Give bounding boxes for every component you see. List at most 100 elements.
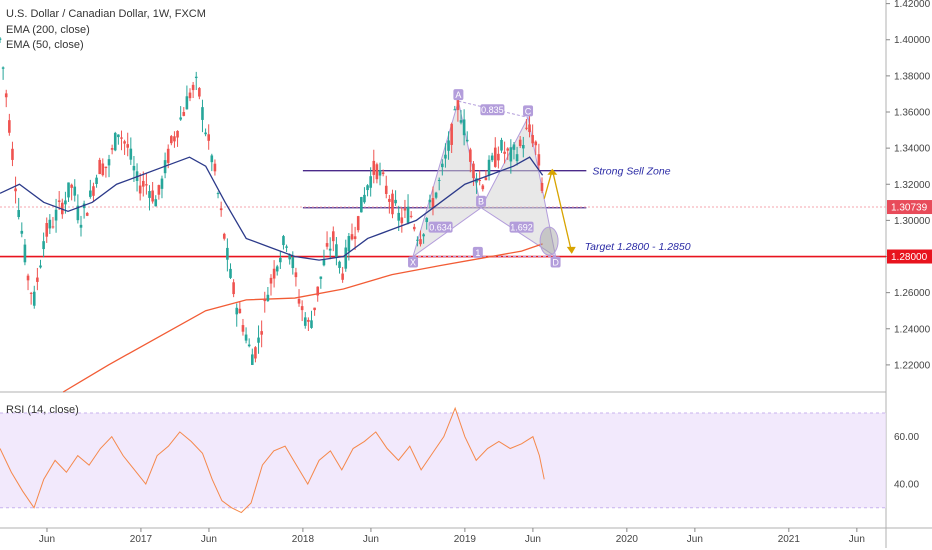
candle-body [453,109,457,111]
candle-body [263,298,267,302]
time-tick-label: 2021 [778,534,801,545]
current-price-label: 1.30739 [891,203,928,214]
candle-body [14,188,17,192]
candle-body [247,344,251,347]
pattern-point-label: C [525,106,532,116]
candle-body [113,132,117,151]
candle-body [428,199,432,203]
candle-body [279,257,282,263]
ema200-line [62,243,543,393]
candle-body [32,291,36,306]
candle-body [17,210,20,218]
candle-body [45,223,49,237]
rsi-band [0,412,886,508]
candle-body [123,141,126,144]
candle-body [291,257,295,269]
candle-body [166,148,170,163]
candle-body [297,298,301,304]
time-tick-label: 2020 [616,534,639,545]
ema50-legend: EMA (50, close) [6,39,84,51]
price-tick-label: 1.40000 [894,35,931,46]
candle-body [154,199,158,207]
candle-body [406,206,410,223]
candle-body [179,117,182,120]
candle-body [222,233,226,239]
pattern-point-tag [523,105,534,117]
candle-body [294,272,298,278]
candle-body [425,218,429,223]
candle-body [300,306,304,311]
candle-body [465,139,469,142]
time-tick-label: Jun [687,534,703,545]
candle-body [257,337,260,343]
candle-body [331,231,335,242]
candle-body [213,163,217,172]
target-label: Target 1.2800 - 1.2850 [585,241,691,253]
candle-body [375,164,379,180]
rsi-tick-label: 60.00 [894,432,919,443]
pattern-point-tag [408,256,419,268]
candle-body [347,236,351,252]
candle-body [266,294,270,302]
time-tick-label: Jun [201,534,217,545]
candle-body [325,243,329,247]
candle-body [241,325,245,332]
candle-body [503,151,506,154]
prz-ellipse [539,226,559,256]
candle-body [310,320,313,328]
pattern-ratio-label: 1.692 [510,223,533,233]
candle-body [303,317,307,326]
candle-body [528,124,531,133]
candle-body [104,166,108,169]
candle-body [188,92,192,99]
candle-body [201,107,204,120]
candle-body [29,292,33,294]
time-tick-label: 2019 [454,534,477,545]
time-tick-label: 2017 [130,534,153,545]
candle-body [70,184,73,188]
candle-body [244,334,248,341]
candle-body [182,111,186,116]
candle-body [319,276,323,279]
candle-body [515,154,519,162]
candle-body [238,308,242,314]
target-price-label: 1.28000 [891,252,928,263]
candle-body [39,265,42,268]
candle-body [388,198,391,202]
candle-body [416,239,419,241]
pattern-ratio-tag [472,246,483,258]
candle-body [64,200,67,205]
candle-body [447,140,450,151]
pattern-ratio-label: 0.835 [481,105,504,115]
candle-body [151,190,154,202]
price-tick-label: 1.34000 [894,144,931,155]
candle-body [444,154,447,159]
current-price-tag [887,200,932,215]
time-tick-label: Jun [363,534,379,545]
candle-body [176,130,179,138]
candle-body [120,137,123,139]
candle-body [54,209,58,221]
candle-body [366,185,369,191]
price-tick-label: 1.22000 [894,360,931,371]
candle-body [356,216,360,231]
candle-body [8,120,11,133]
candle-body [363,194,366,203]
candle-body [126,144,130,148]
candle-body [173,136,176,142]
candle-body [434,192,438,198]
candle-body [89,190,92,197]
candle-body [48,219,52,229]
candle-body [456,99,460,111]
candle-body [487,159,491,176]
price-tick-label: 1.24000 [894,324,931,335]
target-price-tag [887,249,932,264]
candle-body [98,159,101,175]
candle-body [138,185,142,194]
candle-body [57,200,61,202]
price-tick-label: 1.32000 [894,180,931,191]
candle-body [23,244,27,263]
candle-body [285,246,288,248]
